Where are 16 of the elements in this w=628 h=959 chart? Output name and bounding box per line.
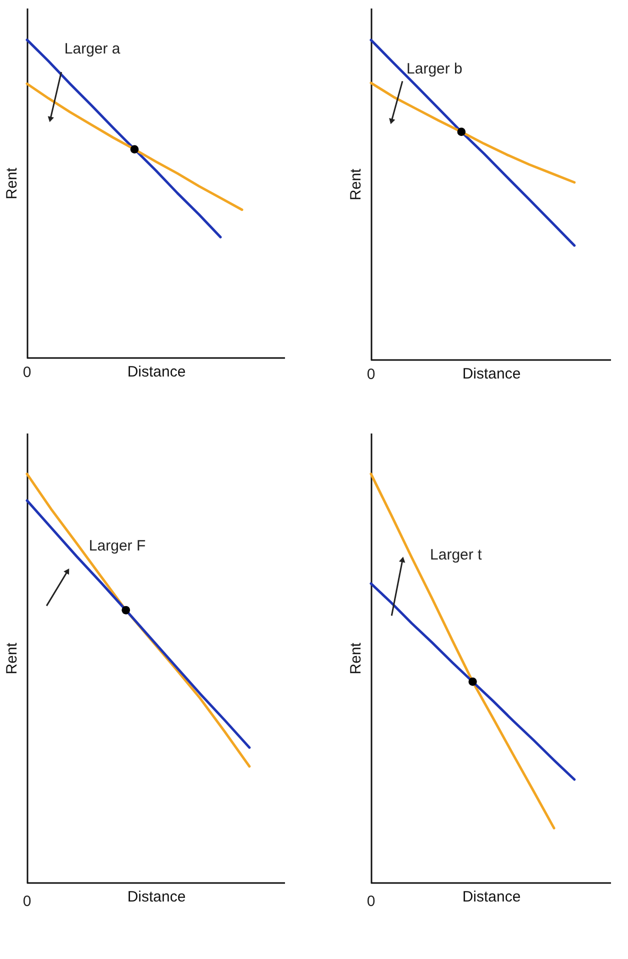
annotation: Larger a	[64, 40, 121, 58]
text: 0	[22, 364, 32, 381]
text: 0	[366, 893, 376, 910]
text: 0	[366, 366, 376, 384]
x-axis-title: Distance	[462, 366, 521, 382]
annotation: Larger t	[430, 546, 483, 564]
y-axis-title: Rent	[348, 642, 364, 674]
annotation: Larger F	[88, 538, 146, 554]
y-axis-title: Rent	[348, 168, 364, 200]
x-axis-title: Distance	[127, 364, 186, 380]
annotation: Larger b	[406, 60, 462, 78]
y-axis-title: Rent	[4, 166, 20, 200]
x-axis-title: Distance	[462, 888, 521, 906]
x-axis-title: Distance	[127, 888, 186, 906]
text: 0	[22, 893, 32, 910]
y-axis-title: Rent	[4, 642, 20, 674]
